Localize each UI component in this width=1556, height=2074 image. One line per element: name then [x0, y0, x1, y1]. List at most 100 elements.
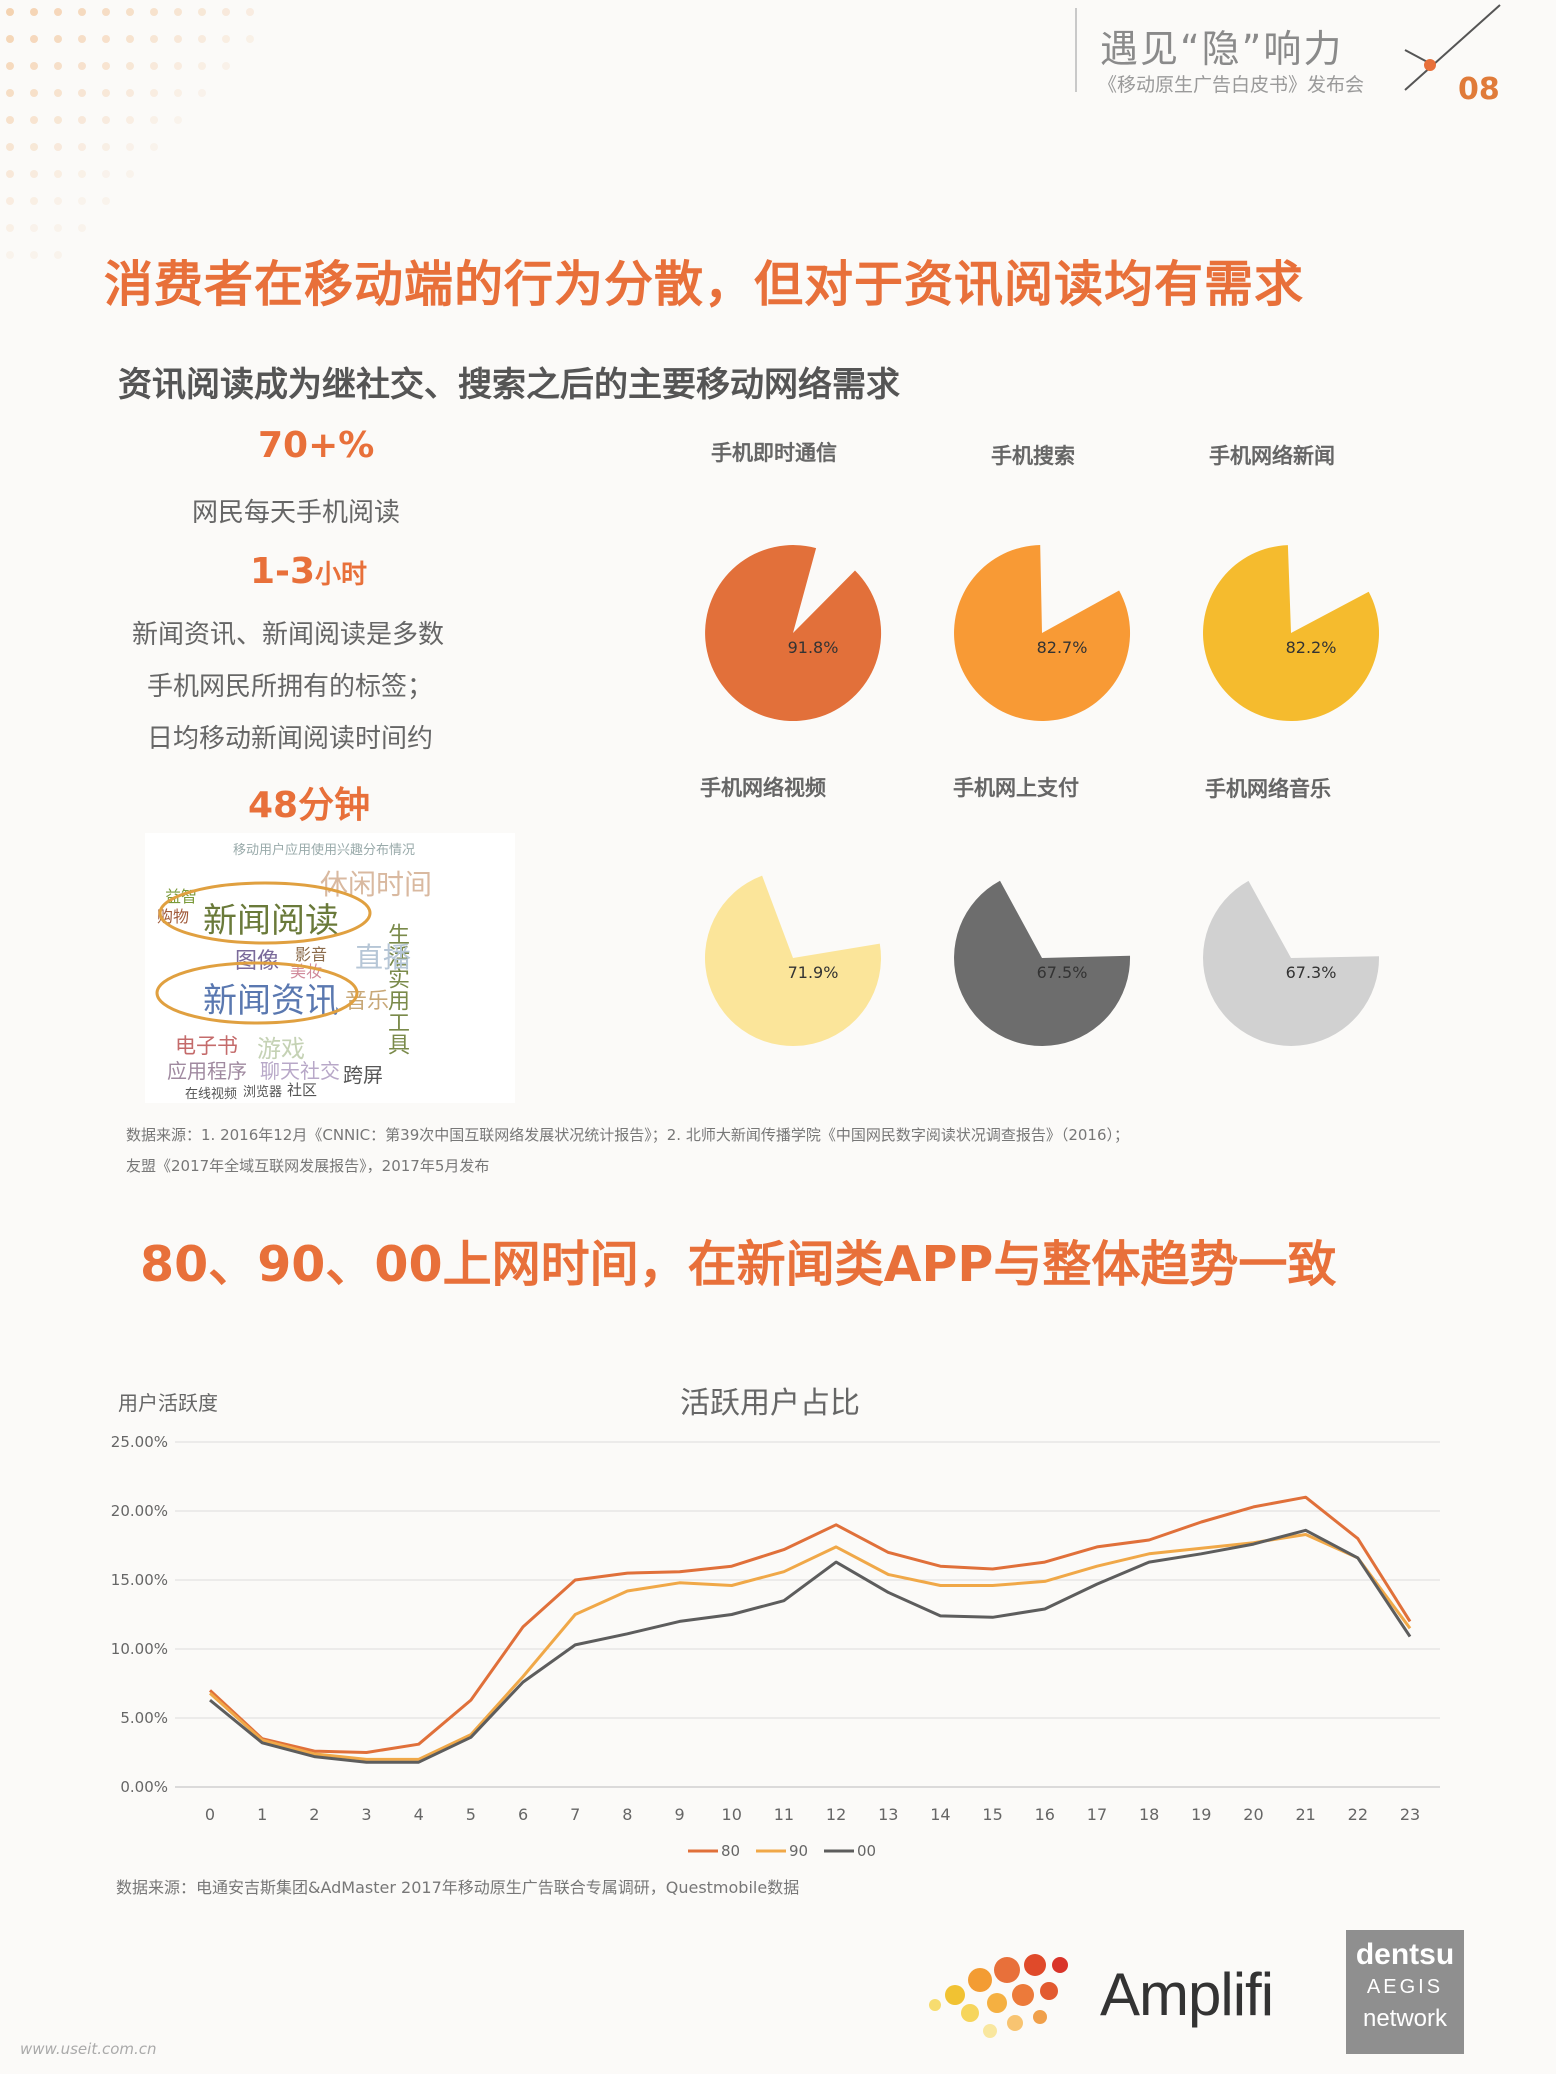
x-tick-label: 9 — [674, 1805, 684, 1824]
legend-label: 00 — [857, 1842, 876, 1860]
stat-minutes: 48分钟 — [248, 785, 371, 826]
stat-hours-value: 1-3 — [250, 551, 316, 592]
word-cloud-highlight-ovals — [155, 881, 372, 1025]
x-tick-label: 7 — [570, 1805, 580, 1824]
word-cloud-word: 电子书 — [175, 1034, 238, 1058]
word-cloud-word: 浏览器 — [243, 1085, 283, 1100]
pie-value-label: 71.9% — [788, 963, 839, 982]
y-tick-label: 10.00% — [111, 1640, 168, 1658]
pie-label: 手机网络视频 — [700, 776, 826, 800]
x-tick-label: 4 — [414, 1805, 424, 1824]
y-tick-label: 15.00% — [111, 1571, 168, 1589]
pie-slice — [954, 545, 1131, 721]
x-tick-label: 14 — [930, 1805, 950, 1824]
line-chart-title: 活跃用户占比 — [680, 1386, 860, 1421]
series-line-80 — [208, 1495, 1412, 1754]
line-chart: 0.00%5.00%10.00%15.00%20.00%25.00%0 1 2 3 4 5… — [111, 1433, 1440, 1860]
word-cloud-word: 社区 — [287, 1081, 318, 1099]
word-cloud-word: 影音 — [295, 945, 328, 964]
pie-slice — [704, 875, 881, 1047]
pie-label: 手机即时通信 — [711, 441, 837, 465]
x-tick-label: 21 — [1295, 1805, 1315, 1824]
y-tick-label: 5.00% — [120, 1709, 168, 1727]
pie-value-label: 82.7% — [1037, 638, 1088, 657]
x-tick-label: 11 — [774, 1805, 794, 1824]
word-cloud-title: 移动用户应用使用兴趣分布情况 — [233, 843, 416, 858]
y-tick-label: 20.00% — [111, 1502, 168, 1520]
header-title: 遇见“隐”响力 — [1100, 27, 1344, 71]
pie-value-label: 67.3% — [1286, 963, 1337, 982]
word-cloud-word: 生活实用工具 — [384, 923, 409, 1055]
x-tick-label: 10 — [722, 1805, 742, 1824]
x-tick-label: 22 — [1348, 1805, 1368, 1824]
x-tick-label: 2 — [309, 1805, 319, 1824]
pie-label: 手机网上支付 — [953, 776, 1079, 800]
pie-slice — [705, 545, 882, 722]
x-tick-label: 18 — [1139, 1805, 1159, 1824]
header-subtitle: 《移动原生广告白皮书》发布会 — [1098, 74, 1365, 96]
x-tick-label: 8 — [622, 1805, 632, 1824]
x-tick-label: 0 — [205, 1805, 215, 1824]
dentsu-logo-line1: dentsu — [1355, 1938, 1455, 1971]
x-tick-label: 23 — [1400, 1805, 1420, 1824]
x-tick-label: 12 — [826, 1805, 846, 1824]
word-cloud-word: 新闻阅读 — [203, 901, 339, 941]
word-cloud-word: 游戏 — [257, 1035, 305, 1063]
decorative-dot-pattern — [6, 8, 254, 259]
word-cloud-word: 图像 — [235, 949, 280, 974]
x-tick-label: 19 — [1191, 1805, 1211, 1824]
series-line-90 — [208, 1533, 1412, 1761]
pie-value-label: 91.8% — [788, 638, 839, 657]
line-chart-ylabel: 用户活跃度 — [118, 1391, 218, 1415]
x-tick-label: 6 — [518, 1805, 528, 1824]
word-cloud-word: 新闻资讯 — [203, 981, 339, 1021]
pie-charts: 91.8% 82.7% 82.2% 71.9% 67.5% 67.3% — [704, 545, 1380, 1047]
word-cloud-word: 直播 — [355, 941, 412, 974]
section1-source-line1: 数据来源：1. 2016年12月《CNNIC：第39次中国互联网络发展状况统计报… — [126, 1126, 1129, 1144]
legend-label: 80 — [721, 1842, 740, 1860]
x-tick-label: 16 — [1035, 1805, 1055, 1824]
y-tick-label: 25.00% — [111, 1433, 168, 1451]
page-number: 08 — [1458, 72, 1500, 107]
section1-subtitle: 资讯阅读成为继社交、搜索之后的主要移动网络需求 — [118, 365, 900, 405]
word-cloud-word: 聊天社交 — [260, 1059, 340, 1083]
word-cloud-word: 休闲时间 — [320, 868, 433, 901]
pie-slice — [1203, 880, 1380, 1046]
pie-label: 手机网络新闻 — [1209, 444, 1335, 468]
x-tick-label: 5 — [466, 1805, 476, 1824]
stat-hours-desc-3: 日均移动新闻阅读时间约 — [147, 724, 434, 754]
x-tick-label: 13 — [878, 1805, 898, 1824]
stat-hours: 1-3小时 — [250, 551, 367, 592]
stat-hours-desc-2: 手机网民所拥有的标签； — [147, 672, 434, 702]
header-decor-lines-icon — [1404, 4, 1501, 91]
section1-source-line2: 友盟《2017年全域互联网发展报告》，2017年5月发布 — [126, 1157, 490, 1175]
word-cloud-word: 在线视频 — [185, 1087, 238, 1102]
word-cloud-word: 应用程序 — [167, 1059, 247, 1083]
word-cloud-word: 跨屏 — [343, 1063, 383, 1087]
x-tick-label: 3 — [361, 1805, 371, 1824]
section1-title: 消费者在移动端的行为分散，但对于资讯阅读均有需求 — [104, 256, 1305, 313]
dentsu-logo-line2: AEGIS — [1366, 1976, 1444, 1998]
section2-source: 数据来源：电通安吉斯集团&AdMaster 2017年移动原生广告联合专属调研，… — [116, 1878, 800, 1897]
x-tick-label: 20 — [1243, 1805, 1263, 1824]
header-divider — [1075, 8, 1077, 92]
word-cloud: 移动用户应用使用兴趣分布情况 新闻阅读 新闻资讯 休闲时间 生活实用工具 直播 … — [145, 833, 515, 1103]
dentsu-logo-line3: network — [1362, 2005, 1448, 2032]
stat-hours-unit: 小时 — [315, 560, 368, 590]
pie-value-label: 82.2% — [1286, 638, 1337, 657]
stat-hours-desc-1: 新闻资讯、新闻阅读是多数 — [132, 620, 445, 650]
stat-reading-desc: 网民每天手机阅读 — [192, 498, 401, 528]
amplifi-logo-text: Amplifi — [1100, 1961, 1274, 2028]
amplifi-logo-dots-icon — [929, 1954, 1068, 2038]
section2-title: 80、90、00上网时间，在新闻类APP与整体趋势一致 — [140, 1236, 1337, 1293]
x-tick-label: 17 — [1087, 1805, 1107, 1824]
pie-label: 手机网络音乐 — [1205, 777, 1331, 801]
x-tick-label: 1 — [257, 1805, 267, 1824]
x-tick-label: 15 — [982, 1805, 1002, 1824]
stat-reading-percent: 70+% — [258, 425, 375, 466]
pie-value-label: 67.5% — [1037, 963, 1088, 982]
dentsu-aegis-logo: dentsu AEGIS network — [1346, 1930, 1464, 2054]
pie-label: 手机搜索 — [991, 444, 1075, 468]
series-line-00 — [209, 1528, 1412, 1764]
legend-label: 90 — [789, 1842, 808, 1860]
